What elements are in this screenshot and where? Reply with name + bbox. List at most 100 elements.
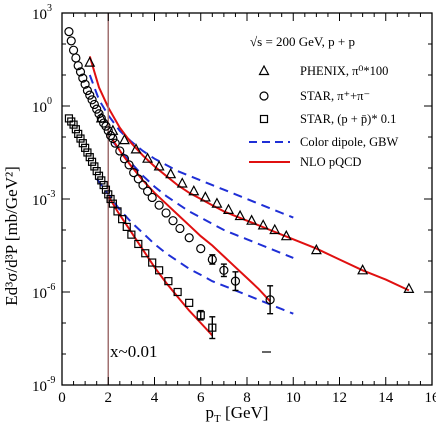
data-point-circle — [147, 192, 157, 203]
x-tick-labels: 0 2 4 6 8 10 12 14 16 — [58, 390, 436, 406]
data-point-square — [69, 120, 78, 129]
x-tick-label: 16 — [425, 390, 436, 406]
data-point-triangle — [403, 282, 415, 293]
data-point-circle — [175, 223, 185, 234]
nlo-curve — [112, 139, 271, 302]
data-point-triangle — [269, 223, 281, 235]
x-tick-label: 6 — [197, 390, 205, 406]
data-point-square — [81, 143, 90, 152]
legend-marker-square — [259, 114, 269, 124]
axis-ticks — [61, 12, 433, 386]
data-point-square — [155, 266, 164, 275]
data-point-triangle — [357, 264, 369, 275]
legend-label: STAR, π⁺+π⁻ — [300, 89, 370, 103]
data-point-square — [85, 153, 94, 162]
data-point-circle — [230, 276, 241, 286]
x-tick-label: 12 — [332, 390, 347, 406]
data-point-triangle — [199, 191, 211, 202]
data-point-square — [173, 287, 182, 297]
data-point-square — [74, 129, 83, 138]
data-point-circle — [64, 27, 74, 37]
dipole-curve — [95, 178, 294, 315]
legend-label: STAR, (p + p̄)* 0.1 — [300, 112, 396, 126]
data-point-square — [196, 311, 205, 320]
data-point-circle — [68, 45, 79, 55]
data-point-square — [97, 176, 106, 185]
y-tick-label: 10-6 — [32, 282, 55, 302]
data-point-triangle — [165, 167, 177, 179]
data-point-circle — [154, 200, 164, 210]
data-point-square — [90, 162, 99, 171]
data-point-square — [113, 207, 122, 216]
data-point-square — [78, 139, 87, 148]
x-axis-label: pT [GeV] — [206, 403, 269, 425]
data-point-square — [118, 215, 127, 224]
data-point-square — [71, 125, 80, 134]
curve-layer — [88, 56, 410, 337]
data-point-circle — [184, 233, 194, 243]
data-point-square — [148, 258, 157, 267]
data-point-triangle — [280, 229, 292, 241]
data-point-circle — [110, 138, 120, 148]
legend-label: PHENIX, π⁰*100 — [300, 64, 388, 78]
data-point-circle — [78, 73, 88, 83]
data-point-circle — [103, 126, 113, 136]
data-point-circle — [133, 174, 143, 184]
data-point-square — [76, 134, 85, 143]
data-point-circle — [80, 79, 90, 89]
data-point-circle — [142, 186, 153, 196]
data-point-square — [92, 167, 101, 176]
x-tick-label: 10 — [286, 390, 301, 406]
legend-marker-circle — [259, 91, 269, 101]
data-point-triangle — [142, 152, 154, 163]
data-point-circle — [108, 133, 118, 144]
y-tick-labels: 10-9 10-6 10-3 100 103 — [32, 3, 55, 395]
data-point-square — [185, 298, 194, 307]
data-point-circle — [124, 160, 134, 170]
data-point-triangle — [176, 177, 188, 188]
x-region-annotation: x~0.01 — [110, 342, 157, 361]
data-point-circle — [129, 168, 139, 178]
data-point-circle — [161, 208, 171, 218]
data-point-square — [87, 157, 97, 166]
x-tick-label: 0 — [58, 390, 66, 406]
data-point-circle — [66, 36, 76, 46]
data-point-circle — [92, 104, 102, 114]
data-point-circle — [96, 113, 106, 124]
x-tick-label: 2 — [105, 390, 113, 406]
data-point-square — [101, 185, 111, 194]
data-point-circle — [207, 254, 217, 265]
energy-annotation: √s = 200 GeV, p + p — [250, 34, 355, 49]
legend-label: Color dipole, GBW — [300, 135, 398, 149]
data-point-circle — [196, 244, 206, 254]
data-point-circle — [168, 216, 178, 226]
data-point-square — [127, 230, 136, 239]
data-point-circle — [105, 130, 116, 141]
data-point-triangle — [310, 243, 322, 255]
data-point-triangle — [153, 160, 165, 171]
data-point-square — [99, 180, 108, 190]
data-point-triangle — [257, 219, 269, 230]
nlo-curve — [88, 56, 410, 292]
legend: PHENIX, π⁰*100 STAR, π⁺+π⁻ STAR, (p + p̄)*… — [249, 64, 398, 169]
dipole-curve — [112, 141, 294, 259]
data-point-square — [83, 148, 92, 157]
data-point-square — [108, 199, 117, 208]
data-point-circle — [87, 95, 97, 105]
data-point-circle — [73, 61, 83, 71]
data-point-triangle — [223, 203, 234, 214]
legend-marker-triangle — [258, 64, 270, 76]
data-point-square — [104, 190, 113, 199]
data-point-triangle — [118, 133, 130, 145]
data-point-triangle — [246, 214, 258, 225]
data-point-square — [122, 222, 131, 231]
nlo-curve — [107, 195, 214, 337]
data-point-square — [106, 194, 115, 204]
data-point-square — [134, 239, 143, 249]
data-point-circle — [219, 265, 229, 275]
x-tick-label: 14 — [378, 390, 394, 406]
data-point-square — [164, 277, 173, 286]
x-tick-label: 8 — [243, 390, 251, 406]
dipole-curve — [88, 74, 294, 219]
